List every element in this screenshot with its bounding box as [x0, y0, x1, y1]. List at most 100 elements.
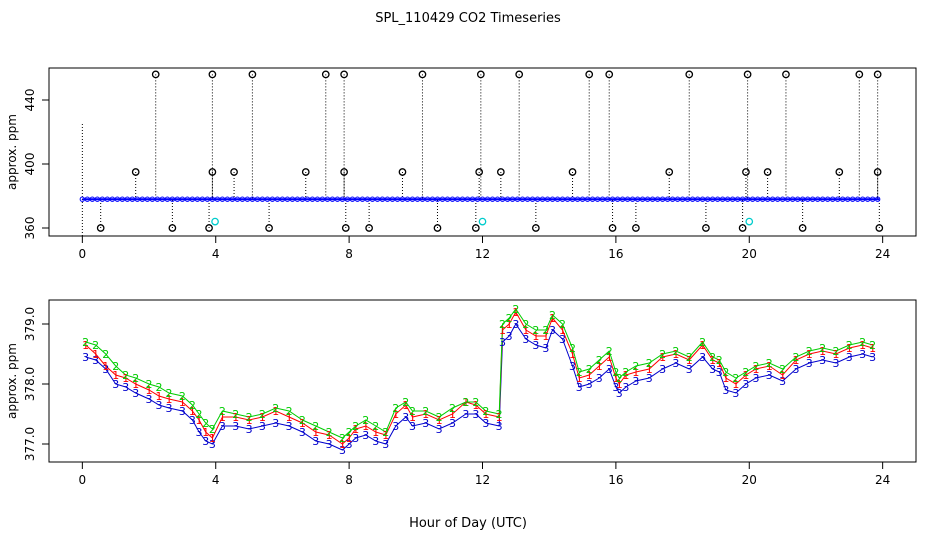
- top-blue-point: [379, 196, 386, 202]
- bottom-series-marker-1: 1: [352, 423, 359, 436]
- top-high-point: [515, 70, 524, 79]
- bottom-series-marker-2: 2: [462, 396, 469, 409]
- top-blue-point: [139, 196, 146, 202]
- bottom-series-marker-2: 2: [646, 357, 653, 370]
- top-blue-point: [759, 196, 766, 202]
- top-blue-point: [619, 196, 626, 202]
- bottom-series-marker-1: 1: [532, 330, 539, 343]
- bottom-series-marker-2: 2: [752, 360, 759, 373]
- bottom-series-marker-1: 1: [616, 378, 623, 391]
- bottom-series-marker-2: 2: [422, 405, 429, 418]
- bottom-series-marker-2: 2: [779, 363, 786, 376]
- top-blue-point: [314, 196, 321, 202]
- bottom-series-marker-1: 1: [102, 360, 109, 373]
- bottom-series-marker-3: 3: [672, 357, 679, 370]
- top-blue-point: [769, 196, 776, 202]
- bottom-series-marker-2: 2: [449, 402, 456, 415]
- top-low-point: [205, 224, 213, 232]
- top-blue-point: [294, 196, 301, 202]
- top-blue-point: [224, 196, 231, 202]
- bottom-series-marker-1: 1: [112, 369, 119, 382]
- top-blue-point: [344, 196, 351, 202]
- top-mid-point: [301, 168, 310, 176]
- bottom-series-marker-3: 3: [409, 420, 416, 433]
- bottom-y-tick-label: 378.0: [23, 367, 37, 401]
- bottom-series-marker-3: 3: [699, 351, 706, 364]
- top-blue-point: [629, 196, 636, 202]
- top-blue-point: [434, 196, 441, 202]
- top-blue-point: [479, 196, 486, 202]
- bottom-y-axis-label: approx. ppm: [5, 343, 19, 419]
- top-blue-point: [474, 196, 481, 202]
- bottom-series-marker-3: 3: [806, 357, 813, 370]
- top-blue-point: [509, 196, 516, 202]
- bottom-series-marker-3: 3: [569, 360, 576, 373]
- top-blue-point: [414, 196, 421, 202]
- top-blue-point: [789, 196, 796, 202]
- bottom-series-marker-1: 1: [92, 348, 99, 361]
- bottom-series-marker-3: 3: [299, 426, 306, 439]
- bottom-series-line-3: [85, 323, 873, 451]
- bottom-series-marker-2: 2: [499, 318, 506, 331]
- bottom-series-marker-2: 2: [806, 345, 813, 358]
- bottom-series-marker-1: 1: [146, 384, 153, 397]
- top-blue-point: [559, 196, 566, 202]
- bottom-series-marker-3: 3: [606, 363, 613, 376]
- bottom-series-marker-1: 1: [586, 369, 593, 382]
- top-blue-point: [304, 196, 311, 202]
- bottom-series-marker-2: 2: [259, 408, 266, 421]
- bottom-series-marker-3: 3: [132, 387, 139, 400]
- bottom-series-marker-1: 1: [606, 351, 613, 364]
- top-blue-point: [114, 196, 121, 202]
- bottom-series-marker-3: 3: [832, 357, 839, 370]
- bottom-x-tick-label: 16: [608, 473, 623, 487]
- top-blue-point: [499, 196, 506, 202]
- bottom-series-marker-1: 1: [189, 405, 196, 418]
- bottom-series-marker-3: 3: [846, 351, 853, 364]
- top-blue-point: [119, 196, 126, 202]
- bottom-series-marker-1: 1: [462, 396, 469, 409]
- top-blue-point: [279, 196, 286, 202]
- top-blue-point: [529, 196, 536, 202]
- top-blue-point: [719, 196, 726, 202]
- bottom-series-marker-2: 2: [122, 369, 129, 382]
- bottom-series-marker-3: 3: [522, 333, 529, 346]
- top-low-point: [265, 224, 273, 232]
- bottom-series-marker-3: 3: [512, 318, 519, 331]
- bottom-series-marker-2: 2: [409, 405, 416, 418]
- bottom-series-marker-3: 3: [859, 348, 866, 361]
- top-low-point: [532, 224, 540, 232]
- bottom-series-marker-2: 2: [819, 342, 826, 355]
- top-x-tick-label: 20: [742, 247, 757, 261]
- bottom-series-marker-2: 2: [132, 372, 139, 385]
- bottom-x-tick-label: 20: [742, 473, 757, 487]
- top-blue-point: [774, 196, 781, 202]
- top-blue-point: [554, 196, 561, 202]
- top-blue-point: [79, 196, 86, 202]
- top-mid-point: [340, 168, 348, 176]
- bottom-series-marker-2: 2: [362, 414, 369, 427]
- top-blue-point: [644, 196, 651, 202]
- top-mid-point: [208, 168, 217, 176]
- bottom-series-marker-2: 2: [672, 345, 679, 358]
- bottom-series-marker-1: 1: [286, 411, 293, 424]
- top-blue-point: [249, 196, 256, 202]
- top-x-tick-label: 0: [79, 247, 87, 261]
- top-blue-point: [564, 196, 571, 202]
- bottom-series-marker-3: 3: [742, 378, 749, 391]
- x-axis-label: Hour of Day (UTC): [409, 516, 527, 531]
- bottom-series-marker-3: 3: [196, 426, 203, 439]
- bottom-series-marker-2: 2: [732, 372, 739, 385]
- top-x-tick-label: 4: [212, 247, 220, 261]
- top-blue-point: [599, 196, 606, 202]
- top-x-tick-label: 24: [875, 247, 890, 261]
- bottom-series-marker-3: 3: [382, 438, 389, 451]
- bottom-series-marker-1: 1: [859, 339, 866, 352]
- bottom-series-marker-3: 3: [146, 393, 153, 406]
- bottom-series-marker-1: 1: [346, 432, 353, 445]
- top-blue-point: [214, 196, 221, 202]
- bottom-series-marker-2: 2: [166, 387, 173, 400]
- top-blue-point: [179, 196, 186, 202]
- top-high-point: [321, 70, 330, 79]
